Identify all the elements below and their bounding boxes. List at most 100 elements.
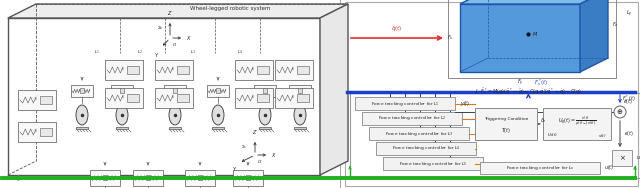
Bar (298, 88, 302, 93)
Bar (216, 88, 220, 93)
Text: $F_s^*(t)$: $F_s^*(t)$ (622, 93, 636, 104)
Bar (355, 97, 455, 110)
Bar (297, 66, 309, 74)
Text: $e(t)$: $e(t)$ (623, 98, 634, 106)
Bar (105, 88, 143, 108)
Text: $F_y$: $F_y$ (516, 78, 524, 88)
Text: Force tracking controller for $L_4$: Force tracking controller for $L_4$ (392, 145, 460, 152)
Text: $Y$: $Y$ (232, 165, 237, 173)
Text: $\delta_e$: $\delta_e$ (540, 116, 547, 125)
Bar (105, 60, 143, 80)
Bar (127, 66, 139, 74)
Bar (362, 112, 462, 125)
Bar (116, 127, 128, 129)
Bar (155, 60, 193, 80)
Text: Force tracking controller for $L_o$: Force tracking controller for $L_o$ (506, 164, 574, 172)
Text: $e(t)$: $e(t)$ (624, 130, 634, 139)
Text: $U_0(t) = \frac{e(t)}{\rho(t)-|e(t)|}$: $U_0(t) = \frac{e(t)}{\rho(t)-|e(t)|}$ (558, 114, 596, 127)
Bar (480, 162, 600, 174)
Text: $J \cdot \ddot{F}_s^* = M(q)(\ddot{q}^* - \ddot{q}) - C(q,\dot{q})(\dot{q}^* - \: $J \cdot \ddot{F}_s^* = M(q)(\ddot{q}^* … (475, 86, 582, 97)
Bar (294, 127, 306, 129)
Text: $L_3$: $L_3$ (190, 48, 196, 56)
Text: $Z$: $Z$ (167, 9, 173, 17)
Bar (76, 127, 88, 129)
Bar (448, 0, 616, 78)
Text: $L_4$: $L_4$ (237, 48, 243, 56)
Bar (369, 127, 469, 140)
Bar (289, 85, 311, 97)
Text: $L_2$: $L_2$ (137, 48, 143, 56)
Bar (543, 108, 611, 140)
Text: $M$: $M$ (532, 30, 538, 38)
Text: $X$: $X$ (271, 151, 276, 159)
Text: $U_s(t)$: $U_s(t)$ (547, 131, 558, 139)
Ellipse shape (116, 105, 128, 125)
Bar (71, 85, 93, 97)
Bar (345, 2, 638, 186)
Text: $O$: $O$ (172, 41, 177, 48)
Bar (40, 96, 52, 104)
Text: $T(t)$: $T(t)$ (501, 126, 511, 135)
Bar (18, 122, 56, 142)
Text: $L_y$: $L_y$ (626, 9, 633, 19)
Text: $F_x$: $F_x$ (447, 33, 454, 42)
Ellipse shape (212, 105, 224, 125)
Bar (297, 94, 309, 102)
Bar (233, 170, 263, 186)
Bar (18, 90, 56, 110)
Bar (120, 88, 124, 93)
Text: $Y$: $Y$ (154, 51, 159, 59)
Bar (90, 170, 120, 186)
Bar (275, 88, 313, 108)
Bar (40, 128, 52, 136)
Bar (212, 127, 224, 129)
Text: $X$: $X$ (186, 34, 191, 42)
Text: Force tracking controller for $L_1$: Force tracking controller for $L_1$ (371, 99, 439, 108)
Bar (246, 175, 250, 180)
Ellipse shape (169, 105, 181, 125)
Text: $\oplus$: $\oplus$ (616, 108, 623, 117)
Bar (612, 150, 632, 166)
Bar (383, 157, 483, 170)
Bar (177, 66, 189, 74)
Bar (350, 93, 640, 178)
Bar (155, 88, 193, 108)
Text: Triggering Condition: Triggering Condition (484, 117, 528, 121)
Text: $s(t)$: $s(t)$ (598, 132, 607, 139)
Text: $\hat{q}(t)$: $\hat{q}(t)$ (391, 24, 403, 34)
Bar (207, 85, 229, 97)
Bar (198, 175, 202, 180)
Bar (259, 127, 271, 129)
Polygon shape (320, 4, 348, 175)
Polygon shape (8, 4, 348, 18)
Ellipse shape (294, 105, 306, 125)
Bar (254, 85, 276, 97)
Bar (235, 60, 273, 80)
Text: $F_s^*(t)$: $F_s^*(t)$ (534, 77, 549, 88)
Bar (185, 170, 215, 186)
Bar (177, 94, 189, 102)
Bar (169, 127, 181, 129)
Bar (103, 175, 107, 180)
Text: $F_z$: $F_z$ (612, 20, 619, 29)
Bar (173, 88, 177, 93)
Polygon shape (460, 4, 580, 72)
Bar (133, 170, 163, 186)
Bar (146, 175, 150, 180)
Text: Force tracking controller for $L_3$: Force tracking controller for $L_3$ (385, 130, 453, 137)
Text: $y(t)$: $y(t)$ (460, 99, 470, 108)
Ellipse shape (259, 105, 271, 125)
Bar (275, 60, 313, 80)
Text: $Z$: $Z$ (252, 128, 258, 136)
Bar (164, 85, 186, 97)
Bar (376, 142, 476, 155)
Bar (80, 88, 84, 93)
Text: Force tracking controller for $L_2$: Force tracking controller for $L_2$ (378, 114, 446, 123)
Polygon shape (580, 0, 608, 72)
Text: $\times$: $\times$ (618, 154, 625, 162)
Text: $L_1$: $L_1$ (94, 48, 100, 56)
Text: $\Sigma_s$: $\Sigma_s$ (241, 143, 247, 151)
Text: Wheel-legged robotic system: Wheel-legged robotic system (189, 6, 270, 11)
Bar (127, 94, 139, 102)
Text: $u(t)$: $u(t)$ (636, 153, 640, 162)
